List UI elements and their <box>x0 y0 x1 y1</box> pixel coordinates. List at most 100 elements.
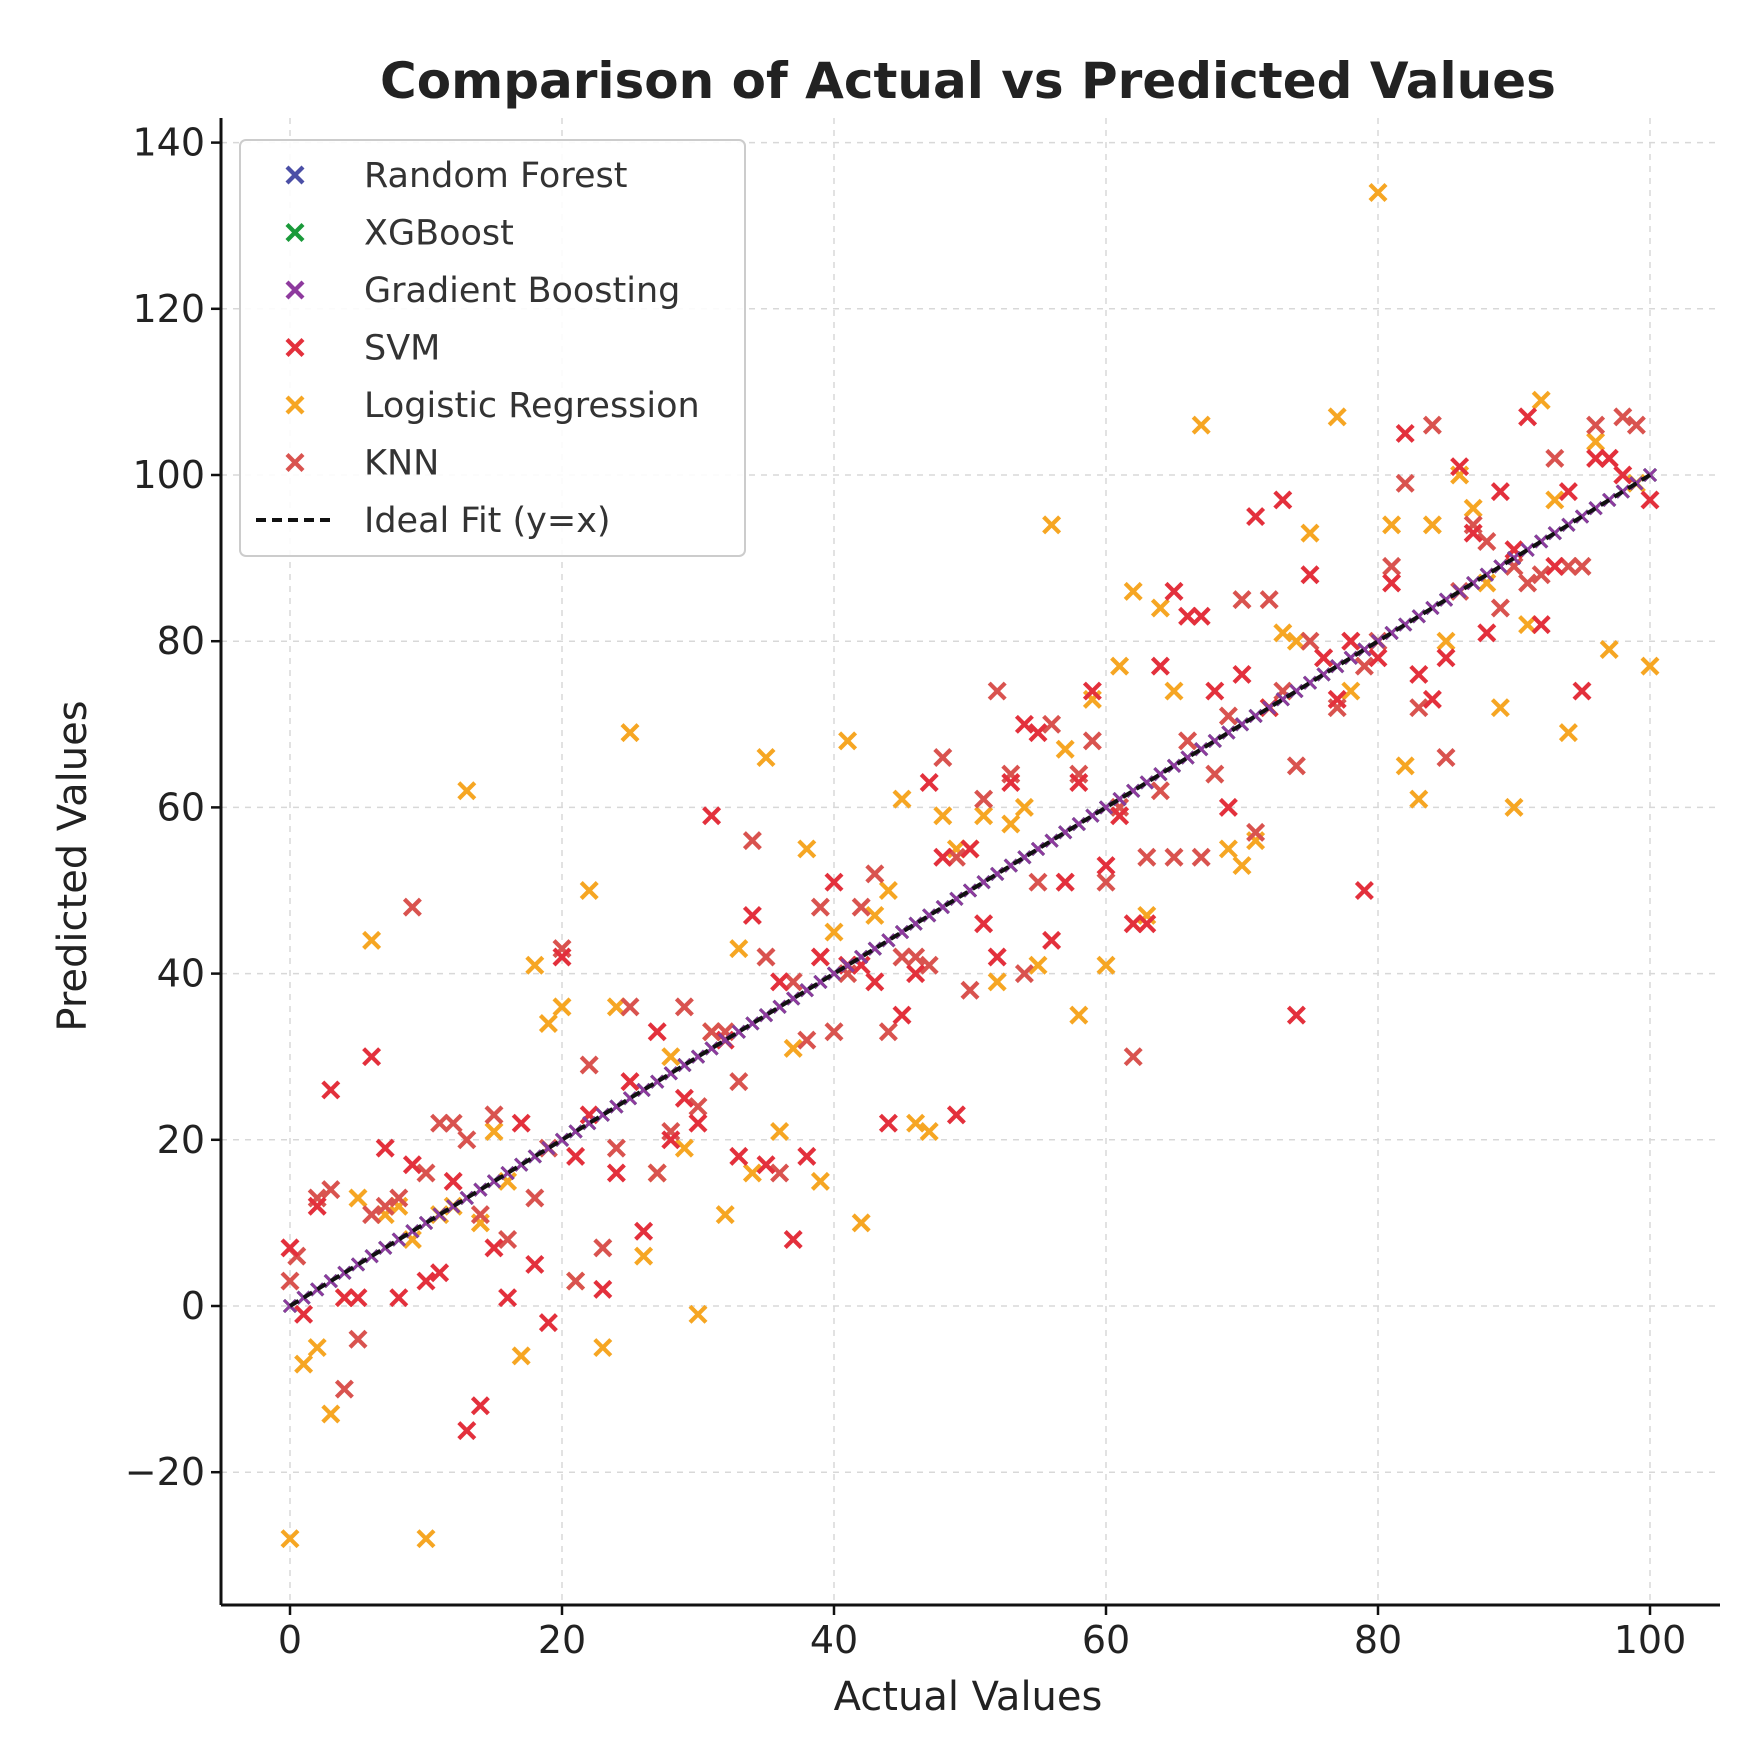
logistic-regression-point <box>661 1047 681 1067</box>
logistic-regression-point <box>1490 698 1510 718</box>
knn-point <box>797 1030 817 1050</box>
logistic-regression-point <box>987 972 1007 992</box>
knn-point <box>457 1130 477 1150</box>
x-tick-label: 80 <box>1354 1618 1402 1662</box>
svm-point <box>946 1105 966 1125</box>
svm-point <box>1463 523 1483 543</box>
knn-point <box>1300 631 1320 651</box>
y-tick-label: 60 <box>157 785 205 829</box>
knn-point <box>375 1196 395 1216</box>
svm-point <box>960 839 980 859</box>
knn-point <box>1137 847 1157 867</box>
knn-point <box>484 1105 504 1125</box>
svm-point <box>702 806 722 826</box>
logistic-regression-point <box>1422 515 1442 535</box>
logistic-regression-point <box>919 1122 939 1141</box>
knn-point <box>1286 756 1306 776</box>
knn-point <box>919 955 939 975</box>
y-tick-label: 40 <box>157 952 205 996</box>
knn-point <box>1178 731 1198 751</box>
logistic-regression-point <box>1055 739 1075 759</box>
knn-point <box>756 947 776 967</box>
svm-point <box>1640 490 1660 510</box>
svm-point <box>674 1088 694 1108</box>
svm-point <box>538 1313 558 1333</box>
logistic-regression-point <box>280 1529 300 1549</box>
svm-point <box>389 1288 409 1308</box>
svm-point <box>974 914 994 934</box>
logistic-regression-point <box>770 1122 790 1141</box>
logistic-regression-point <box>674 1138 694 1158</box>
knn-point <box>1422 415 1442 435</box>
svm-point <box>620 1072 640 1092</box>
svm-point <box>1014 714 1034 734</box>
logistic-regression-point <box>1586 432 1606 452</box>
logistic-regression-point <box>416 1529 436 1549</box>
logistic-regression-point <box>579 881 599 900</box>
logistic-regression-point <box>1327 407 1347 427</box>
y-tick-label: 80 <box>157 619 205 663</box>
knn-point <box>1096 872 1116 892</box>
knn-point <box>865 864 885 884</box>
svm-point <box>402 1155 422 1175</box>
svm-point <box>1477 623 1497 643</box>
legend-logistic-regression-label: Logistic Regression <box>364 386 700 426</box>
svm-point <box>688 1113 708 1133</box>
svm-point <box>1368 648 1388 668</box>
logistic-regression-point <box>1110 656 1130 676</box>
knn-point <box>362 1205 382 1225</box>
svm-point <box>1082 681 1102 701</box>
svm-point <box>566 1146 586 1166</box>
knn-point <box>824 1022 844 1042</box>
svm-point <box>498 1288 518 1308</box>
svm-point <box>1273 490 1293 510</box>
knn-point <box>416 1163 436 1183</box>
svm-point <box>1395 423 1415 443</box>
svm-point <box>1409 664 1429 684</box>
knn-point <box>647 1163 667 1183</box>
svm-point <box>878 1113 898 1133</box>
knn-point <box>443 1113 463 1133</box>
knn-point <box>1626 415 1646 435</box>
knn-point <box>593 1238 613 1258</box>
legend-logistic-regression-icon <box>285 395 305 415</box>
logistic-regression-point <box>511 1346 531 1366</box>
logistic-regression-point <box>348 1188 368 1208</box>
knn-point <box>1259 590 1279 610</box>
logistic-regression-point <box>1531 390 1551 410</box>
knn-point <box>1409 698 1429 718</box>
svm-point <box>933 847 953 867</box>
svm-point <box>348 1288 368 1308</box>
svm-point <box>865 972 885 992</box>
svm-point <box>783 1230 803 1250</box>
knn-point <box>906 947 926 967</box>
knn-point <box>1354 656 1374 676</box>
svm-point <box>470 1396 490 1416</box>
svm-point <box>742 905 762 925</box>
svm-point <box>906 964 926 984</box>
knn-point <box>1042 714 1062 734</box>
knn-point <box>334 1379 354 1399</box>
legend-svm-icon <box>285 338 305 357</box>
svm-point <box>593 1279 613 1299</box>
logistic-regression-point <box>538 1013 558 1033</box>
logistic-regression-point <box>906 1113 926 1133</box>
svm-point <box>321 1080 341 1100</box>
knn-point <box>620 997 640 1017</box>
knn-point <box>1191 847 1211 867</box>
svm-point <box>1096 856 1116 876</box>
x-tick-label: 40 <box>810 1618 858 1662</box>
x-tick-label: 60 <box>1082 1618 1130 1662</box>
svm-point <box>416 1271 436 1291</box>
knn-point <box>1395 473 1415 493</box>
logistic-regression-point <box>742 1163 762 1183</box>
svm-point <box>1150 656 1170 676</box>
knn-point <box>1164 847 1184 867</box>
svm-point <box>1286 1005 1306 1025</box>
svm-point <box>1545 556 1565 576</box>
knn-point <box>1218 706 1238 726</box>
logistic-regression-point <box>1300 523 1320 543</box>
logistic-regression-point <box>321 1404 341 1424</box>
svm-point <box>1246 507 1266 527</box>
svm-point <box>1354 881 1374 900</box>
